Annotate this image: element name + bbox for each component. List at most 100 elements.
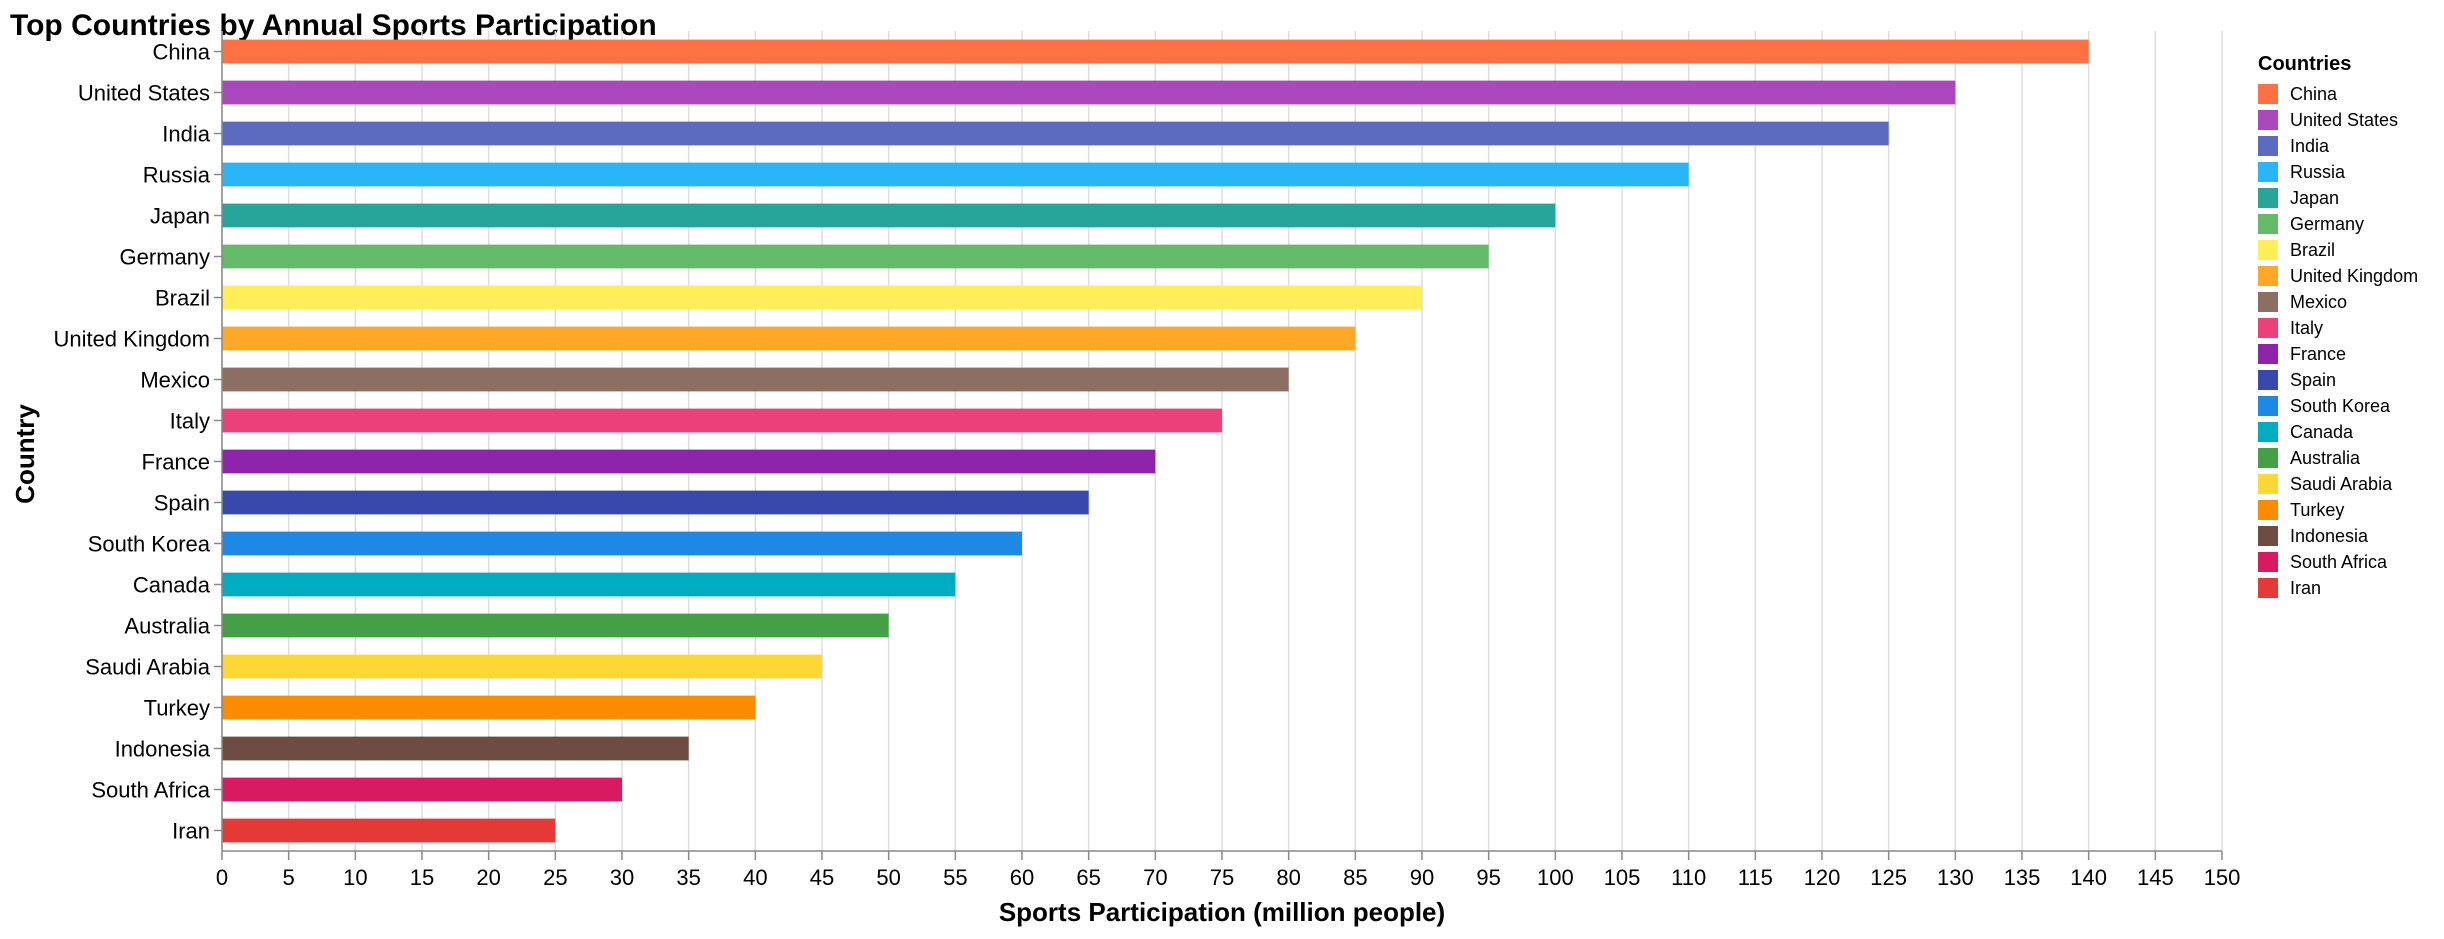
category-label-7: United Kingdom [53,327,210,352]
bar-6 [222,285,1422,310]
legend-swatch-2 [2258,136,2278,156]
bar-2 [222,121,1889,146]
legend-label-6: Brazil [2290,240,2335,260]
category-label-2: India [162,122,210,147]
x-tick-label-25: 125 [1870,865,1907,890]
x-tick-label-29: 145 [2137,865,2174,890]
x-tick-label-21: 105 [1604,865,1641,890]
x-tick-label-0: 0 [216,865,228,890]
category-label-15: Saudi Arabia [85,655,211,680]
x-tick-label-19: 95 [1476,865,1500,890]
x-tick-label-22: 110 [1671,865,1706,890]
x-tick-label-1: 5 [283,865,295,890]
x-tick-label-30: 150 [2204,865,2241,890]
legend-label-10: France [2290,344,2346,364]
legend-swatch-19 [2258,578,2278,598]
category-label-11: Spain [154,491,210,516]
legend-label-1: United States [2290,110,2398,130]
grid [221,31,2223,851]
category-label-9: Italy [170,409,210,434]
axes [214,31,2223,860]
legend-label-18: South Africa [2290,552,2388,572]
legend-label-0: China [2290,84,2338,104]
category-label-0: China [153,40,211,65]
bar-16 [222,695,756,720]
x-tick-label-23: 115 [1738,865,1773,890]
legend-swatch-0 [2258,84,2278,104]
bar-15 [222,654,822,679]
x-tick-label-11: 55 [943,865,967,890]
legend-swatch-15 [2258,474,2278,494]
x-tick-label-8: 40 [743,865,767,890]
bar-4 [222,203,1556,228]
bar-3 [222,162,1689,187]
legend-swatch-13 [2258,422,2278,442]
x-tick-label-4: 20 [476,865,500,890]
legend-label-4: Japan [2290,188,2339,208]
y-axis-title: Country [10,404,40,504]
x-tick-label-18: 90 [1410,865,1434,890]
x-tick-label-20: 100 [1537,865,1574,890]
category-label-18: South Africa [91,778,210,803]
x-tick-label-28: 140 [2070,865,2107,890]
x-tick-label-2: 10 [343,865,367,890]
category-label-8: Mexico [140,368,210,393]
x-tick-label-7: 35 [676,865,700,890]
category-label-17: Indonesia [115,737,211,762]
x-tick-label-12: 60 [1010,865,1034,890]
bar-13 [222,572,956,597]
category-label-19: Iran [172,819,210,844]
bar-8 [222,367,1289,392]
legend-label-13: Canada [2290,422,2354,442]
bar-18 [222,777,622,802]
x-tick-label-26: 130 [1937,865,1974,890]
legend-swatch-10 [2258,344,2278,364]
bars [222,39,2089,843]
legend-swatch-18 [2258,552,2278,572]
legend-swatch-9 [2258,318,2278,338]
bar-9 [222,408,1222,433]
x-tick-label-10: 50 [876,865,900,890]
legend-label-11: Spain [2290,370,2336,390]
legend-swatch-6 [2258,240,2278,260]
legend-label-17: Indonesia [2290,526,2369,546]
category-label-12: South Korea [88,532,211,557]
x-tick-label-9: 45 [810,865,834,890]
legend-swatch-8 [2258,292,2278,312]
x-tick-label-24: 120 [1804,865,1841,890]
category-label-1: United States [78,81,210,106]
bar-12 [222,531,1022,556]
category-label-16: Turkey [144,696,210,721]
legend: Countries China United States India Russia J… [2258,53,2418,598]
category-label-14: Australia [124,614,210,639]
legend-label-16: Turkey [2290,500,2344,520]
legend-swatch-5 [2258,214,2278,234]
legend-label-12: South Korea [2290,396,2391,416]
bar-0 [222,39,2089,64]
category-label-5: Germany [120,245,210,270]
category-label-10: France [142,450,210,475]
bar-17 [222,736,689,761]
legend-label-8: Mexico [2290,292,2347,312]
legend-swatch-11 [2258,370,2278,390]
bar-19 [222,818,556,843]
bar-14 [222,613,889,638]
category-label-3: Russia [143,163,211,188]
legend-swatch-3 [2258,162,2278,182]
legend-swatch-14 [2258,448,2278,468]
legend-label-2: India [2290,136,2330,156]
legend-swatch-4 [2258,188,2278,208]
legend-swatch-17 [2258,526,2278,546]
legend-label-3: Russia [2290,162,2346,182]
bar-11 [222,490,1089,515]
x-tick-label-17: 85 [1343,865,1367,890]
legend-title: Countries [2258,53,2351,75]
legend-label-5: Germany [2290,214,2364,234]
category-labels: China United States India Russia Japan German… [53,40,210,844]
category-label-13: Canada [133,573,211,598]
legend-label-7: United Kingdom [2290,266,2418,286]
legend-swatch-16 [2258,500,2278,520]
legend-label-9: Italy [2290,318,2323,338]
